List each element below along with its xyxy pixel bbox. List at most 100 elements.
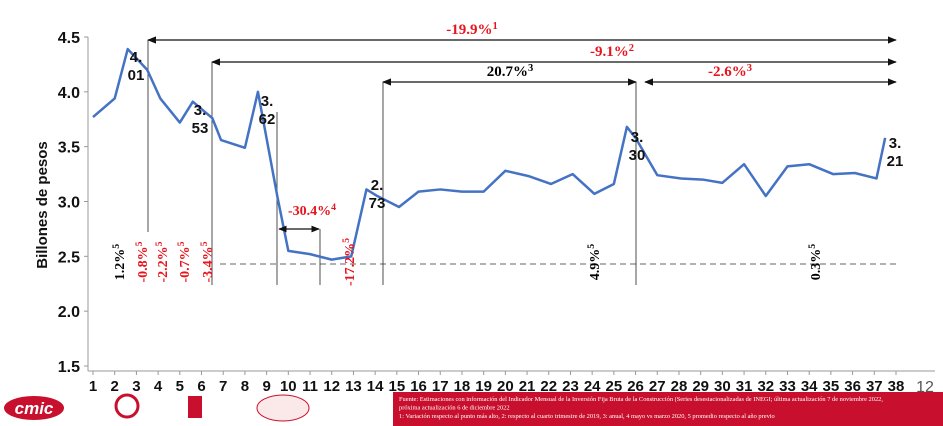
x-tick-label: 37 [866,378,883,395]
annotation-sup: 5 [154,241,165,246]
x-tick-label: 1 [89,378,97,395]
x-tick-label: 25 [606,378,623,395]
x-tick-label: 28 [671,378,688,395]
point-label: 30 [629,147,646,164]
point-label: 3. [631,129,644,146]
annotation: -30.4%4 [288,202,336,220]
annotation: -17.2%5 [341,238,359,286]
annotation-text: -9.1% [590,44,629,60]
x-tick-label: 34 [801,378,818,395]
x-tick-label: 16 [410,378,427,395]
x-tick-label: 31 [736,378,753,395]
annotation-sup: 3 [528,63,533,74]
y-axis-label: Billones de pesos [34,141,51,269]
point-label: 73 [369,195,386,212]
x-tick-label: 22 [540,378,557,395]
x-tick-label: 30 [714,378,731,395]
data-line [92,47,887,261]
x-tick-label: 24 [584,378,601,395]
annotation-sup: 5 [111,244,122,249]
footer-text: 1: Variación respecto al punto más alto,… [399,413,775,420]
logo-text: cmic [15,399,54,418]
y-tick-label: 4.0 [58,85,80,102]
x-tick-label: 36 [844,378,861,395]
x-tick-label: 6 [197,378,205,395]
x-tick-label: 11 [302,378,318,395]
x-tick-label: 17 [432,378,449,395]
x-tick-label: 19 [475,378,492,395]
annotation-text: 4.9% [588,249,603,281]
point-label: 53 [192,120,209,137]
footer-text: próxima actualización 6 de diciembre 202… [399,405,510,412]
y-tick-label: 4.5 [58,30,80,47]
x-tick-label: 26 [627,378,644,395]
x-tick-label: 3 [132,378,140,395]
footer-band [393,392,943,426]
page-number: 12 [916,379,934,396]
annotation-sup: 5 [586,244,597,249]
annotation: 1.2%5 [111,244,129,281]
point-label: 01 [128,67,145,84]
y-tick-label: 2.0 [58,304,80,321]
annotation: -2.2%5 [154,241,172,282]
annotation-sup: 5 [176,241,187,246]
x-tick-label: 14 [367,378,384,395]
annotation: -2.6%3 [708,63,752,81]
y-tick-label: 1.5 [58,359,80,376]
x-tick-label: 10 [280,378,297,395]
logos [4,393,310,422]
annotation-text: 20.7% [487,64,528,80]
x-tick-label: 13 [345,378,362,395]
x-tick-label: 38 [888,378,905,395]
point-label: 2. [371,177,384,194]
annotation-sup: 5 [807,244,818,249]
annotation-sup: 1 [493,21,498,32]
x-tick-label: 33 [779,378,796,395]
annotation-sup: 5 [199,241,210,246]
annotation-text: -17.2% [343,243,358,286]
annotation: 0.3%5 [807,244,825,281]
x-tick-label: 7 [219,378,227,395]
annotation-sup: 3 [747,63,752,74]
annotation: -0.7%5 [176,241,194,282]
x-tick-label: 35 [823,378,840,395]
x-tick-label: 21 [519,378,536,395]
x-tick-label: 15 [388,378,405,395]
annotation-text: 1.2% [113,249,128,281]
annotation-sup: 5 [134,241,145,246]
footer-text: Fuente: Estimaciones con información del… [399,396,883,403]
annotation: -0.8%5 [134,241,152,282]
x-tick-label: 27 [649,378,666,395]
annotation-text: 0.3% [809,249,824,281]
point-label: 21 [887,153,904,170]
point-label: 62 [259,111,276,128]
point-label: 3. [889,135,902,152]
x-tick-label: 29 [692,378,709,395]
annotation-sup: 5 [341,238,352,243]
x-tick-label: 18 [454,378,471,395]
annotation-text: -2.6% [708,64,747,80]
x-tick-label: 5 [176,378,184,395]
x-tick-label: 4 [154,378,163,395]
x-tick-label: 8 [241,378,249,395]
annotation: -9.1%2 [590,43,634,61]
y-tick-label: 2.5 [58,249,80,266]
annotation: 20.7%3 [487,63,534,81]
annotation: -19.9%1 [446,21,498,39]
annotation: 4.9%5 [586,244,604,281]
annotation-text: -0.7% [178,246,193,282]
x-tick-label: 32 [757,378,774,395]
annotation-sup: 4 [331,202,336,213]
annotation-text: -30.4% [288,204,331,219]
y-tick-label: 3.0 [58,195,80,212]
x-tick-label: 20 [497,378,514,395]
annotation-text: -3.4% [201,246,216,282]
x-tick-label: 9 [262,378,270,395]
x-tick-label: 23 [562,378,579,395]
y-tick-label: 3.5 [58,140,80,157]
point-label: 3. [194,102,207,119]
annotation-text: -0.8% [136,246,151,282]
annotation: -3.4%5 [199,241,217,282]
x-tick-label: 12 [323,378,340,395]
